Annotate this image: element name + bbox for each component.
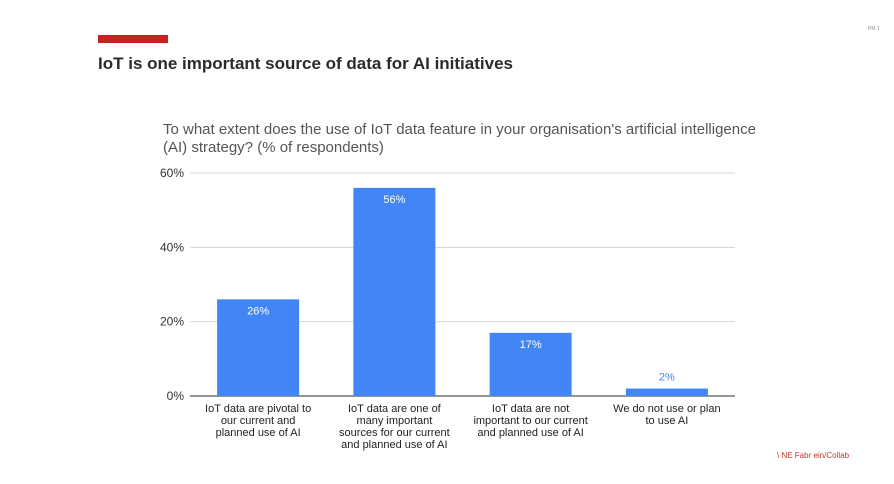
y-tick-label: 40% — [160, 240, 184, 254]
x-category-label: We do not use or plan to use AI — [613, 403, 721, 427]
slide-title: IoT is one important source of data for … — [98, 54, 513, 73]
data-label: 2% — [659, 372, 675, 384]
bar — [625, 388, 708, 396]
y-tick-label: 0% — [167, 389, 185, 403]
y-tick-label: 60% — [160, 166, 184, 180]
bar — [217, 299, 300, 396]
bar — [353, 187, 436, 396]
title-accent-bar — [98, 35, 168, 43]
page-number: PM 1 — [868, 26, 880, 32]
x-category-label: IoT data are one of many important sourc… — [339, 403, 450, 451]
x-category-label: IoT data are pivotal to our current and … — [205, 403, 312, 439]
y-tick-label: 20% — [160, 315, 184, 329]
data-label: 56% — [383, 194, 405, 206]
chart-title: To what extent does the use of IoT data … — [163, 121, 756, 156]
x-category-label: IoT data are not important to our curren… — [473, 403, 588, 439]
bar — [489, 332, 572, 396]
data-label: 17% — [520, 339, 542, 351]
watermark: \ NE Fabr ein/Collab — [777, 451, 850, 460]
data-label: 26% — [247, 305, 269, 317]
